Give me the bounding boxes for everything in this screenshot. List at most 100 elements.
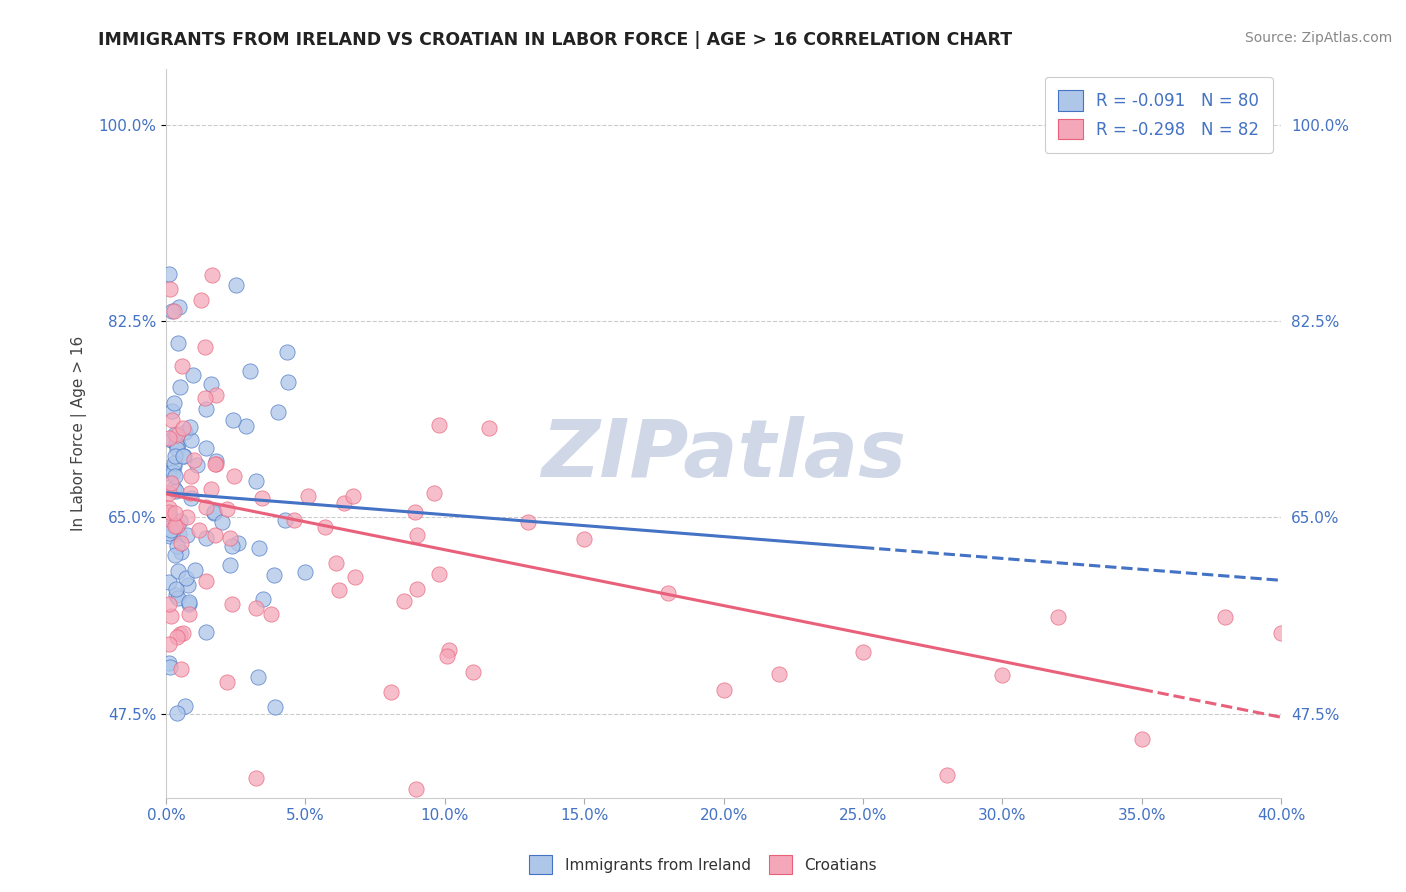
Point xyxy=(574,532,596,546)
Point xyxy=(405,782,427,797)
Point xyxy=(165,582,187,596)
Point xyxy=(461,665,484,679)
Point xyxy=(160,609,183,624)
Point xyxy=(183,453,205,467)
Point xyxy=(517,515,540,529)
Point xyxy=(328,582,350,597)
Point xyxy=(221,413,243,427)
Point xyxy=(169,380,191,394)
Point xyxy=(157,574,180,589)
Point xyxy=(188,523,211,537)
Point xyxy=(235,419,257,434)
Point xyxy=(935,768,957,782)
Point xyxy=(406,528,429,542)
Point xyxy=(172,421,194,435)
Point xyxy=(200,376,222,391)
Point xyxy=(478,420,501,434)
Point xyxy=(194,391,217,405)
Point xyxy=(404,505,426,519)
Text: Source: ZipAtlas.com: Source: ZipAtlas.com xyxy=(1244,31,1392,45)
Point xyxy=(157,525,180,540)
Point xyxy=(225,278,247,293)
Point xyxy=(180,468,202,483)
Point xyxy=(170,536,193,550)
Point xyxy=(186,458,208,473)
Point xyxy=(165,506,187,520)
Point xyxy=(221,539,243,553)
Point xyxy=(423,486,446,500)
Point xyxy=(657,586,679,600)
Point xyxy=(277,375,299,389)
Point xyxy=(174,698,197,713)
Y-axis label: In Labor Force | Age > 16: In Labor Force | Age > 16 xyxy=(72,335,87,531)
Point xyxy=(174,571,197,585)
Point xyxy=(159,529,181,543)
Point xyxy=(283,513,305,527)
Point xyxy=(166,591,188,605)
Point xyxy=(173,425,195,439)
Point xyxy=(344,570,367,584)
Point xyxy=(179,419,201,434)
Point xyxy=(406,582,429,596)
Point xyxy=(181,368,204,382)
Point xyxy=(157,507,180,521)
Point xyxy=(246,670,269,684)
Point xyxy=(159,516,181,530)
Point xyxy=(166,519,188,533)
Point xyxy=(852,645,875,659)
Point xyxy=(427,567,450,582)
Point xyxy=(991,668,1014,682)
Point xyxy=(195,442,218,456)
Text: IMMIGRANTS FROM IRELAND VS CROATIAN IN LABOR FORCE | AGE > 16 CORRELATION CHART: IMMIGRANTS FROM IRELAND VS CROATIAN IN L… xyxy=(98,31,1012,49)
Point xyxy=(163,458,186,473)
Point xyxy=(250,491,273,506)
Point xyxy=(204,505,226,519)
Point xyxy=(195,624,218,639)
Point xyxy=(166,706,188,720)
Point xyxy=(169,300,191,314)
Legend: Immigrants from Ireland, Croatians: Immigrants from Ireland, Croatians xyxy=(523,849,883,880)
Point xyxy=(194,531,217,545)
Point xyxy=(1215,609,1237,624)
Point xyxy=(166,630,188,644)
Point xyxy=(1047,610,1070,624)
Point xyxy=(166,437,188,451)
Point xyxy=(179,597,201,611)
Point xyxy=(713,682,735,697)
Point xyxy=(263,567,285,582)
Point xyxy=(157,511,180,525)
Point xyxy=(165,427,187,442)
Point xyxy=(211,516,233,530)
Point xyxy=(427,417,450,432)
Point xyxy=(157,500,180,515)
Point xyxy=(169,662,191,676)
Point xyxy=(157,486,180,500)
Point xyxy=(205,457,228,471)
Point xyxy=(195,401,218,416)
Point xyxy=(160,475,183,490)
Point xyxy=(276,345,298,359)
Point xyxy=(228,536,250,550)
Point xyxy=(169,626,191,640)
Point xyxy=(165,483,187,498)
Point xyxy=(157,466,180,480)
Point xyxy=(177,595,200,609)
Point xyxy=(768,666,790,681)
Point xyxy=(180,433,202,447)
Point xyxy=(194,340,217,354)
Point xyxy=(239,364,262,378)
Point xyxy=(260,607,283,621)
Point xyxy=(436,648,458,663)
Point xyxy=(204,528,226,542)
Point xyxy=(167,527,190,541)
Point xyxy=(163,519,186,533)
Point xyxy=(325,556,347,570)
Point xyxy=(172,625,194,640)
Point xyxy=(163,304,186,318)
Point xyxy=(173,450,195,464)
Point xyxy=(157,597,180,611)
Point xyxy=(342,490,364,504)
Point xyxy=(163,469,186,483)
Point xyxy=(165,589,187,603)
Point xyxy=(170,359,193,373)
